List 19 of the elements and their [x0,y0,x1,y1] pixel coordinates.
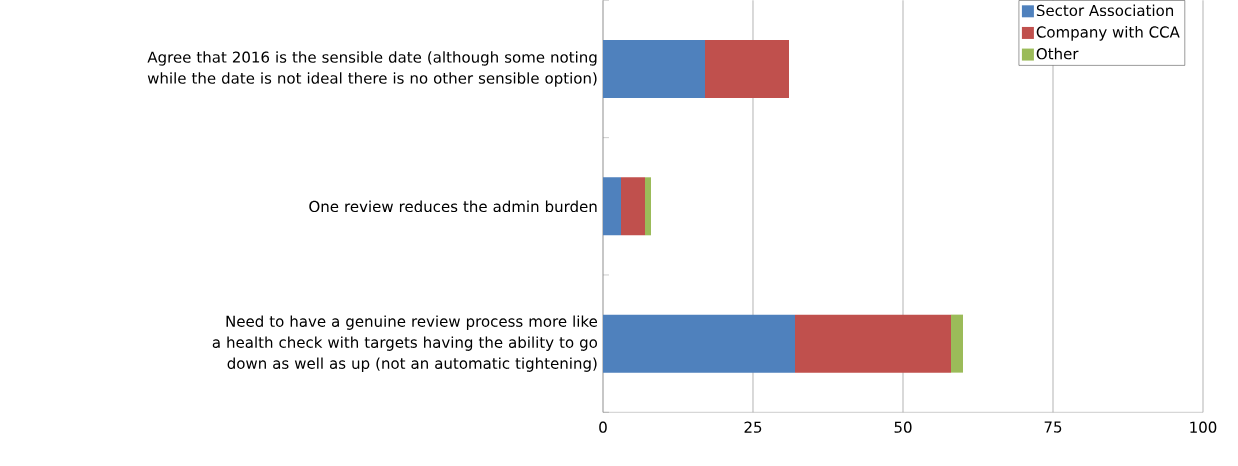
legend-label: Other [1036,47,1079,60]
bar [621,177,645,236]
legend-label: Company with CCA [1036,25,1180,41]
x-tick-label: 75 [1044,421,1062,433]
y-tick-label: Need to have a genuine review process more like a health check with targets having the ability to go down as well as up (not an automatic tightening) [212,315,598,372]
x-tick-label: 100 [1190,421,1217,433]
bar [705,39,789,98]
y-tick-label: One review reduces the admin burden [309,200,597,212]
x-tick-label: 0 [599,421,607,433]
y-tick-label: Agree that 2016 is the sensible date (although some noting while the date is not ideal there is no other sensible option) [147,51,597,87]
bar [645,177,651,236]
bar [951,314,963,373]
bar [603,177,621,236]
bar [603,314,795,373]
x-tick-label: 25 [744,421,762,433]
bar [603,39,705,98]
legend-label: Sector Association [1036,4,1174,16]
x-tick-label: 50 [894,421,912,433]
bar [795,314,951,373]
